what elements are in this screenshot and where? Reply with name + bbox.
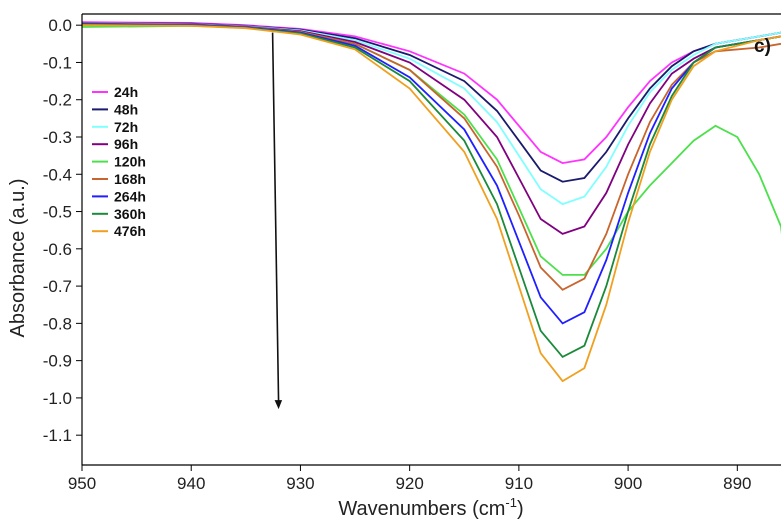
legend-label-120h: 120h — [114, 154, 146, 170]
x-axis-title-main: Wavenumbers (cm — [338, 498, 505, 520]
x-tick-label: 910 — [505, 474, 533, 493]
x-tick-label: 950 — [68, 474, 96, 493]
legend-label-72h: 72h — [114, 119, 138, 135]
y-tick-label: -1.0 — [43, 389, 72, 408]
legend-label-360h: 360h — [114, 206, 146, 222]
legend-label-476h: 476h — [114, 223, 146, 239]
y-tick-label: -0.8 — [43, 314, 72, 333]
y-axis-title: Absorbance (a.u.) — [7, 179, 29, 338]
y-tick-label: -0.2 — [43, 91, 72, 110]
x-axis-title: Wavenumbers (cm-1) — [338, 495, 523, 520]
x-tick-label: 920 — [395, 474, 423, 493]
annotation-layer — [271, 32, 283, 410]
x-axis-title-tail: ) — [517, 498, 524, 520]
y-tick-label: -0.4 — [43, 165, 72, 184]
trend-arrow-shaft — [271, 32, 280, 404]
y-tick-label: -1.1 — [43, 426, 72, 445]
trend-arrow-head — [274, 400, 283, 410]
y-tick-label: -0.9 — [43, 352, 72, 371]
series-line-360h — [82, 23, 781, 359]
legend-label-48h: 48h — [114, 101, 138, 117]
y-tick-label: -0.1 — [43, 53, 72, 72]
y-tick-label: -0.6 — [43, 240, 72, 259]
legend-label-96h: 96h — [114, 136, 138, 152]
x-tick-label: 940 — [177, 474, 205, 493]
legend-label-264h: 264h — [114, 188, 146, 204]
axes-layer: 0.0 -0.1 -0.2 -0.3 -0.4 -0.5 -0.6 -0.7 -0.8 -0.9 -… — [43, 13, 781, 493]
x-tick-label: 930 — [286, 474, 314, 493]
x-axis-title-superscript: -1 — [505, 495, 517, 510]
panel-label: c) — [754, 36, 771, 57]
y-tick-label: -0.3 — [43, 128, 72, 147]
series-layer — [82, 21, 781, 383]
series-line-264h — [82, 23, 781, 325]
x-tick-label: 890 — [723, 474, 751, 493]
legend-label-168h: 168h — [114, 171, 146, 187]
y-tick-label: 0.0 — [48, 16, 72, 35]
y-tick-label: -0.7 — [43, 277, 72, 296]
x-tick-label: 900 — [614, 474, 642, 493]
y-tick-label: -0.5 — [43, 203, 72, 222]
legend-label-24h: 24h — [114, 84, 138, 100]
series-line-476h — [82, 24, 781, 383]
series-line-96h — [82, 22, 781, 235]
